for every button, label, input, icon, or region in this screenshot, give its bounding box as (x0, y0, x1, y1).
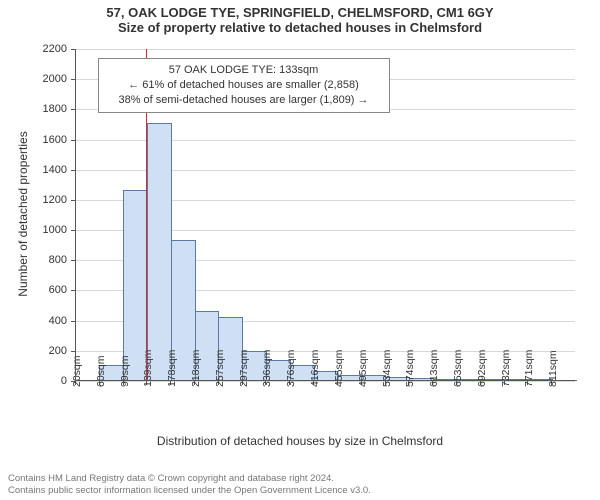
x-tick-label: 534sqm (381, 350, 393, 387)
x-tick-label: 574sqm (404, 350, 416, 387)
x-tick-label: 376sqm (285, 350, 297, 387)
x-tick-label: 178sqm (166, 350, 178, 387)
y-tick-label: 1000 (43, 224, 75, 236)
x-axis-line (75, 380, 575, 381)
x-tick-label: 732sqm (500, 350, 512, 387)
y-gridline (75, 49, 575, 50)
y-tick-label: 1400 (43, 164, 75, 176)
x-tick-label: 416sqm (309, 350, 321, 387)
footer-line-2: Contains public sector information licen… (8, 485, 371, 496)
histogram-chart: 57, OAK LODGE TYE, SPRINGFIELD, CHELMSFO… (0, 0, 600, 500)
y-tick-label: 1200 (43, 194, 75, 206)
x-tick-label: 613sqm (428, 350, 440, 387)
x-tick-label: 771sqm (523, 350, 535, 387)
y-tick-label: 1600 (43, 134, 75, 146)
x-tick-label: 99sqm (119, 355, 131, 387)
callout-line: ← 61% of detached houses are smaller (2,… (105, 78, 383, 93)
callout-line: 57 OAK LODGE TYE: 133sqm (105, 63, 383, 78)
x-tick-label: 139sqm (142, 350, 154, 387)
x-tick-label: 495sqm (357, 350, 369, 387)
callout-box: 57 OAK LODGE TYE: 133sqm← 61% of detache… (98, 58, 390, 113)
x-tick-label: 257sqm (214, 350, 226, 387)
x-tick-label: 336sqm (261, 350, 273, 387)
footer-line-1: Contains HM Land Registry data © Crown c… (8, 473, 371, 484)
y-axis-line (75, 49, 76, 381)
footer-attribution: Contains HM Land Registry data © Crown c… (8, 473, 371, 496)
title-line-2: Size of property relative to detached ho… (0, 21, 600, 36)
plot-area: 0200400600800100012001400160018002000220… (75, 48, 575, 381)
x-tick-label: 455sqm (333, 350, 345, 387)
x-tick-label: 60sqm (95, 355, 107, 387)
y-axis-label: Number of detached properties (16, 131, 30, 296)
x-tick-label: 218sqm (190, 350, 202, 387)
y-tick-label: 600 (49, 284, 75, 296)
x-tick-label: 811sqm (547, 350, 559, 387)
y-tick-label: 1800 (43, 103, 75, 115)
chart-title: 57, OAK LODGE TYE, SPRINGFIELD, CHELMSFO… (0, 0, 600, 36)
y-tick-label: 2000 (43, 73, 75, 85)
y-tick-label: 400 (49, 315, 75, 327)
y-tick-label: 800 (49, 254, 75, 266)
x-tick-label: 653sqm (452, 350, 464, 387)
x-tick-label: 297sqm (238, 350, 250, 387)
x-tick-label: 20sqm (71, 355, 83, 387)
title-line-1: 57, OAK LODGE TYE, SPRINGFIELD, CHELMSFO… (0, 6, 600, 21)
x-axis-label: Distribution of detached houses by size … (0, 434, 600, 448)
callout-line: 38% of semi-detached houses are larger (… (105, 93, 383, 108)
y-tick-label: 2200 (43, 43, 75, 55)
histogram-bar (147, 123, 172, 381)
x-tick-label: 692sqm (476, 350, 488, 387)
